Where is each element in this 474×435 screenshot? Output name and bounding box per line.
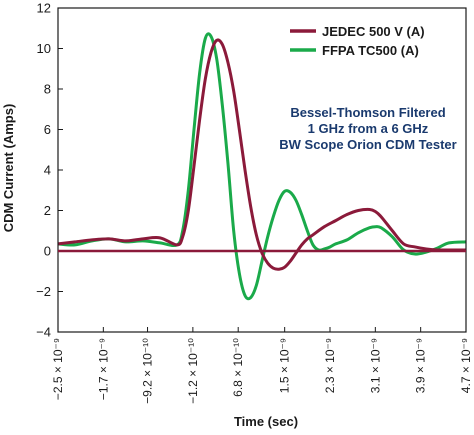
x-tick-label: 6.8 × 10⁻¹⁰ — [231, 338, 245, 397]
x-tick-label: −1.7 × 10⁻⁹ — [96, 338, 110, 400]
x-axis-ticks: −2.5 × 10⁻⁹ −1.7 × 10⁻⁹ −9.2 × 10⁻¹⁰ −1.2 ×… — [51, 327, 473, 404]
x-tick-label: 1.5 × 10⁻⁹ — [278, 338, 292, 393]
y-tick-label: 12 — [37, 1, 51, 16]
y-tick-label: 6 — [44, 122, 51, 137]
y-tick-label: 8 — [44, 82, 51, 97]
x-tick-label: 4.7 × 10⁻⁹ — [459, 338, 473, 393]
x-axis-title: Time (sec) — [234, 414, 298, 429]
plot-frame — [57, 7, 467, 333]
x-tick-label: −1.2 × 10⁻¹⁰ — [186, 338, 200, 404]
y-tick-label: −4 — [36, 325, 51, 340]
y-axis-title: CDM Current (Amps) — [1, 104, 16, 233]
y-axis-ticks: −4 −2 0 2 4 6 8 10 12 — [36, 1, 63, 340]
annotation-line-1: Bessel-Thomson Filtered — [290, 105, 445, 120]
y-tick-label: 0 — [44, 244, 51, 259]
series-layer — [57, 32, 467, 301]
x-tick-label: 3.9 × 10⁻⁹ — [414, 338, 428, 393]
x-tick-label: −9.2 × 10⁻¹⁰ — [141, 338, 155, 404]
y-tick-label: 2 — [44, 203, 51, 218]
legend-label: JEDEC 500 V (A) — [322, 24, 425, 39]
series-line-jedec — [57, 38, 466, 271]
legend: JEDEC 500 V (A) FFPA TC500 (A) — [290, 24, 425, 58]
legend-label: FFPA TC500 (A) — [322, 43, 419, 58]
annotation-line-3: BW Scope Orion CDM Tester — [279, 137, 456, 152]
series-line-ffpa — [57, 32, 467, 301]
y-tick-label: 4 — [44, 163, 51, 178]
y-tick-label: −2 — [36, 284, 51, 299]
x-tick-label: 3.1 × 10⁻⁹ — [368, 338, 382, 393]
x-tick-label: −2.5 × 10⁻⁹ — [51, 338, 65, 400]
annotation-line-2: 1 GHz from a 6 GHz — [308, 121, 429, 136]
y-tick-label: 10 — [37, 41, 51, 56]
x-tick-label: 2.3 × 10⁻⁹ — [323, 338, 337, 393]
